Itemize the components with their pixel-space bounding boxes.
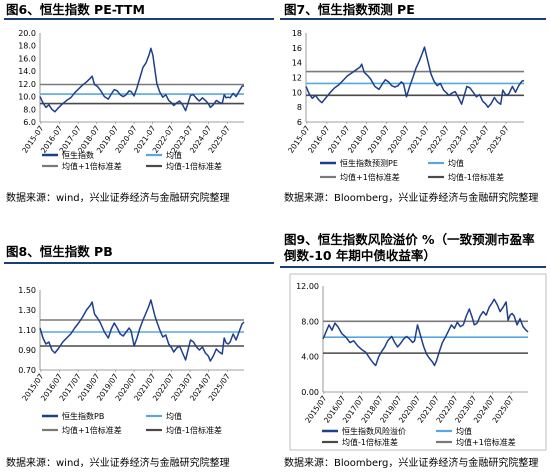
- legend-label-upper: 均值+1倍标准差: [62, 161, 122, 171]
- y-tick-label: 8: [297, 103, 302, 112]
- legend-label-series: 恒生指数预测PE: [340, 158, 398, 168]
- y-tick-label: 8.00: [301, 317, 319, 326]
- legend-label-series: 恒生指数: [62, 150, 94, 160]
- y-tick-label: 0.70: [18, 366, 36, 375]
- chart-0: 20.018.016.014.012.010.08.06.02015-07201…: [18, 29, 245, 171]
- legend-label-upper: 均值+1倍标准差: [340, 172, 400, 182]
- legend-label-mean: 均值: [456, 426, 472, 436]
- y-tick-label: 0.90: [18, 346, 36, 355]
- legend-label-lower: 均值-1倍标准差: [448, 172, 504, 182]
- y-tick-label: 14: [292, 59, 302, 68]
- series-line: [322, 298, 529, 367]
- y-tick-label: 12: [292, 74, 302, 83]
- y-tick-label: 10.0: [18, 93, 36, 102]
- chart-2: 1.501.301.100.900.702015/072016/072017/0…: [18, 286, 245, 435]
- legend-label-upper: 均值+1倍标准差: [62, 425, 122, 435]
- y-tick-label: 6: [297, 118, 302, 127]
- title-rule: [280, 266, 546, 268]
- y-tick-label: 14.0: [18, 67, 36, 76]
- data-source: 数据来源：Bloomberg，兴业证券经济与金融研究院整理: [284, 193, 539, 204]
- legend-label-lower: 均值-1倍标准差: [166, 161, 222, 171]
- y-tick-label: 16: [292, 44, 302, 53]
- data-source: 数据来源：wind，兴业证券经济与金融研究院整理: [6, 458, 230, 469]
- series-line: [39, 299, 245, 362]
- legend-label-series: 恒生指数风险溢价: [342, 426, 406, 436]
- y-tick-label: 12.0: [18, 80, 36, 89]
- chart-title: 图6、恒生指数 PE-TTM: [6, 2, 145, 17]
- y-tick-label: 12.00: [296, 282, 319, 291]
- data-source: 数据来源：Bloomberg，兴业证券经济与金融研究院整理: [284, 458, 539, 469]
- y-tick-label: 1.30: [18, 306, 36, 315]
- y-tick-label: 16.0: [18, 54, 36, 63]
- y-tick-label: 10: [292, 88, 302, 97]
- y-tick-label: 1.50: [18, 286, 36, 295]
- y-tick-label: 18: [292, 29, 302, 38]
- chart-title: 图9、恒生指数风险溢价 %（一致预测市盈率倒数-10 年期中债收益率）: [284, 232, 535, 263]
- legend-label-mean: 均值: [166, 150, 182, 160]
- legend-label-series: 恒生指数PB: [62, 411, 104, 421]
- legend-label-lower: 均值-1倍标准差: [342, 437, 398, 447]
- series-line: [305, 46, 525, 108]
- y-tick-label: 20.0: [18, 29, 36, 38]
- chart-3: 12.008.004.000.002015/072016/072017/0720…: [289, 273, 547, 451]
- y-tick-label: 0.00: [301, 388, 319, 397]
- title-rule: [4, 18, 274, 20]
- legend-label-upper: 均值+1倍标准差: [456, 437, 516, 447]
- y-tick-label: 18.0: [18, 42, 36, 51]
- legend-label-mean: 均值: [448, 158, 464, 168]
- title-rule: [280, 18, 546, 20]
- series-line: [39, 47, 245, 113]
- chart-1: 1816141210862015-072016-072017-072018-07…: [286, 29, 525, 182]
- y-tick-label: 6.0: [23, 118, 36, 127]
- y-tick-label: 4.00: [301, 353, 319, 362]
- title-rule: [4, 262, 274, 264]
- legend-label-lower: 均值-1倍标准差: [166, 425, 222, 435]
- data-source: 数据来源：wind，兴业证券经济与金融研究院整理: [6, 193, 230, 204]
- chart-frame: [289, 273, 547, 451]
- y-tick-label: 1.10: [18, 326, 36, 335]
- chart-title: 图7、恒生指数预测 PE: [284, 2, 415, 17]
- y-tick-label: 8.0: [23, 105, 36, 114]
- legend-label-mean: 均值: [166, 411, 182, 421]
- chart-title: 图8、恒生指数 PB: [6, 244, 113, 259]
